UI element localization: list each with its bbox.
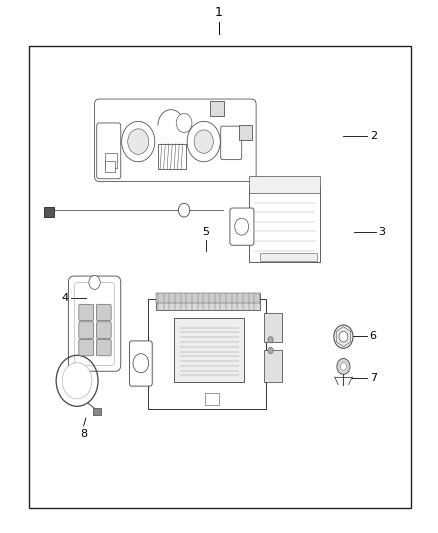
Text: 3: 3 bbox=[378, 227, 385, 237]
Circle shape bbox=[122, 122, 155, 162]
FancyBboxPatch shape bbox=[68, 276, 121, 371]
FancyBboxPatch shape bbox=[79, 322, 94, 338]
FancyBboxPatch shape bbox=[249, 185, 320, 262]
FancyBboxPatch shape bbox=[96, 322, 111, 338]
FancyBboxPatch shape bbox=[210, 101, 224, 116]
Circle shape bbox=[339, 332, 348, 342]
FancyBboxPatch shape bbox=[95, 99, 256, 181]
FancyBboxPatch shape bbox=[148, 300, 266, 409]
Circle shape bbox=[268, 337, 273, 343]
Circle shape bbox=[334, 325, 353, 349]
FancyBboxPatch shape bbox=[239, 125, 252, 140]
FancyBboxPatch shape bbox=[44, 207, 54, 217]
FancyBboxPatch shape bbox=[79, 340, 94, 356]
Circle shape bbox=[194, 130, 213, 154]
FancyBboxPatch shape bbox=[155, 293, 261, 310]
FancyBboxPatch shape bbox=[105, 154, 117, 168]
Circle shape bbox=[268, 348, 273, 354]
FancyBboxPatch shape bbox=[105, 161, 115, 172]
FancyBboxPatch shape bbox=[205, 393, 219, 405]
FancyBboxPatch shape bbox=[130, 341, 152, 386]
Circle shape bbox=[178, 203, 190, 217]
FancyBboxPatch shape bbox=[79, 304, 94, 321]
Bar bbox=[29, 46, 411, 508]
FancyBboxPatch shape bbox=[261, 253, 317, 261]
Text: 6: 6 bbox=[370, 330, 377, 341]
FancyBboxPatch shape bbox=[230, 208, 254, 245]
FancyBboxPatch shape bbox=[158, 144, 186, 169]
FancyBboxPatch shape bbox=[264, 313, 283, 342]
Circle shape bbox=[89, 276, 100, 289]
Text: 7: 7 bbox=[370, 373, 377, 383]
FancyBboxPatch shape bbox=[264, 351, 283, 382]
Text: 8: 8 bbox=[80, 429, 87, 439]
Circle shape bbox=[187, 122, 220, 162]
Circle shape bbox=[133, 354, 149, 373]
Circle shape bbox=[176, 114, 192, 133]
FancyBboxPatch shape bbox=[97, 123, 121, 179]
Text: 1: 1 bbox=[215, 6, 223, 19]
FancyBboxPatch shape bbox=[96, 340, 111, 356]
Circle shape bbox=[340, 363, 346, 370]
Circle shape bbox=[337, 359, 350, 374]
FancyBboxPatch shape bbox=[249, 175, 320, 192]
Circle shape bbox=[62, 363, 92, 399]
Text: 2: 2 bbox=[370, 131, 377, 141]
Text: 4: 4 bbox=[61, 293, 68, 303]
Circle shape bbox=[128, 129, 149, 155]
FancyBboxPatch shape bbox=[174, 318, 244, 382]
Circle shape bbox=[235, 218, 249, 235]
FancyBboxPatch shape bbox=[155, 293, 261, 303]
Text: 5: 5 bbox=[202, 227, 209, 237]
FancyBboxPatch shape bbox=[96, 304, 111, 321]
FancyBboxPatch shape bbox=[221, 126, 242, 160]
FancyBboxPatch shape bbox=[93, 408, 101, 415]
